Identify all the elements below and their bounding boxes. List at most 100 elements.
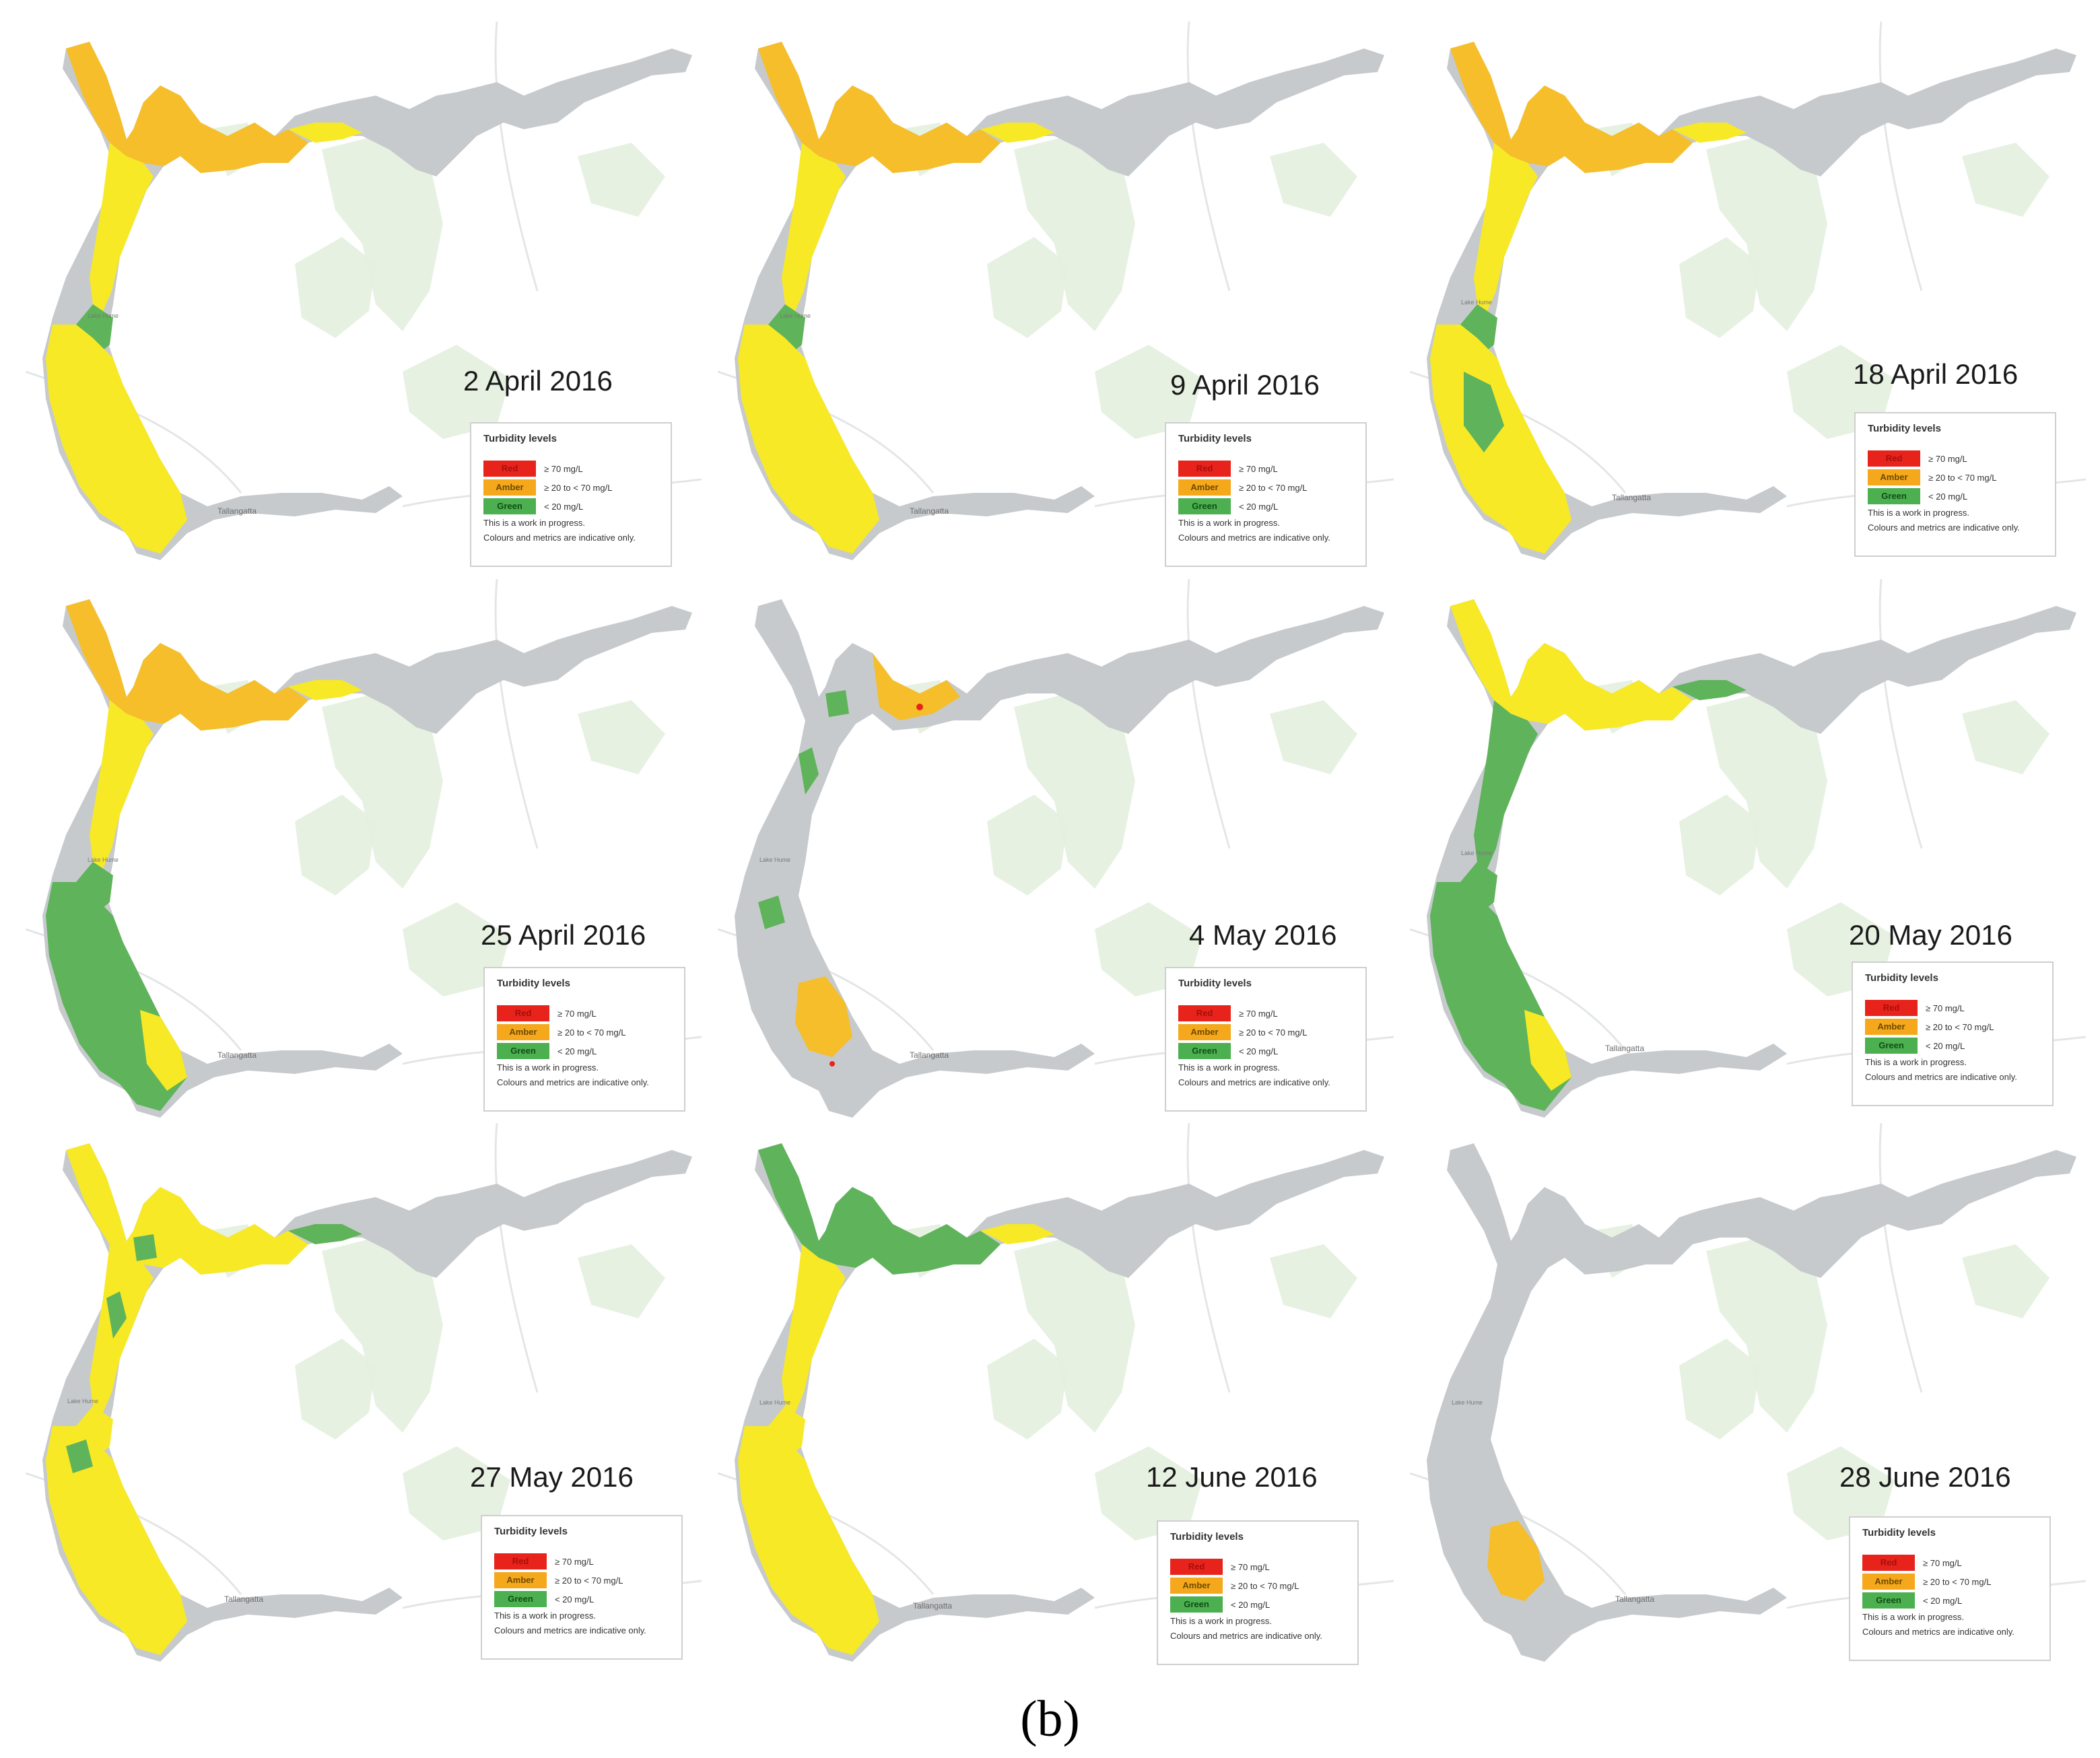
map-panel-8: 12 June 2016 Tallangatta Lake Hume Turbi… [718,1123,1394,1675]
legend-amber-range: ≥ 20 to < 70 mg/L [1239,482,1308,493]
legend-red-range: ≥ 70 mg/L [1928,453,1967,464]
legend-note-1: This is a work in progress. [1178,1062,1280,1073]
forest-area [1095,1446,1203,1541]
map-panel-5: 4 May 2016 Tallangatta Lake Hume Turbidi… [718,579,1394,1131]
forest-area [578,1244,665,1318]
forest-area [1014,136,1135,331]
legend-red-swatch: Red [1862,1555,1915,1571]
legend-red-swatch: Red [1865,1000,1918,1016]
forest-area [1095,345,1203,439]
turbidity-upper-river [1672,680,1747,700]
legend-green-swatch: Green [1865,1038,1918,1054]
map-panel-3: 18 April 2016 Tallangatta Lake Hume Turb… [1410,22,2086,574]
panel-date-3: 18 April 2016 [1853,358,2019,390]
reservoir-water [735,599,1384,1118]
forest-area [987,795,1068,895]
town-label-6: Tallangatta [1605,1044,1645,1053]
forest-area [987,1339,1068,1440]
panel-date-6: 20 May 2016 [1849,919,2012,951]
legend-note-1: This is a work in progress. [494,1611,596,1621]
panel-date-8: 12 June 2016 [1146,1461,1318,1493]
turbidity-green-patch [825,690,849,717]
map-panel-9: 28 June 2016 Tallangatta Lake Hume Turbi… [1410,1123,2086,1675]
turbidity-green-patch [799,747,819,795]
turbidity-upper-river [288,123,362,143]
legend-green-range: < 20 mg/L [557,1046,597,1056]
legend-amber-swatch: Amber [494,1572,547,1588]
legend-note-2: Colours and metrics are indicative only. [483,533,636,543]
legend-green-range: < 20 mg/L [555,1594,595,1604]
legend-note-1: This is a work in progress. [497,1062,599,1073]
forest-area [1014,694,1135,889]
forest-area [1679,1339,1760,1440]
legend-amber-range: ≥ 20 to < 70 mg/L [544,482,613,493]
legend-red-swatch: Red [497,1005,549,1021]
map-6 [1410,579,2086,1118]
legend-green-swatch: Green [1868,488,1920,504]
legend-note-2: Colours and metrics are indicative only. [1170,1631,1322,1641]
legend-9: Turbidity levels Red ≥ 70 mg/L Amber ≥ 20 … [1849,1516,2051,1661]
lake-label-5: Lake Hume [759,856,791,863]
legend-red-range: ≥ 70 mg/L [1231,1561,1270,1572]
legend-3: Turbidity levels Red ≥ 70 mg/L Amber ≥ 20 … [1854,412,2056,557]
legend-red-swatch: Red [1868,450,1920,467]
legend-note-2: Colours and metrics are indicative only. [1862,1627,2014,1637]
lake-label-9: Lake Hume [1452,1399,1483,1406]
turbidity-west-arm [90,143,154,311]
legend-green-swatch: Green [497,1043,549,1059]
legend-red-swatch: Red [1178,1005,1231,1021]
town-label-7: Tallangatta [224,1594,264,1604]
town-label-2: Tallangatta [910,506,949,516]
panel-date-1: 2 April 2016 [463,365,613,397]
map-3 [1410,22,2086,560]
turbidity-south-blob [795,976,852,1057]
legend-amber-swatch: Amber [1178,1024,1231,1040]
legend-red-range: ≥ 70 mg/L [544,463,583,474]
forest-area [1679,795,1760,895]
forest-area [1962,1244,2050,1318]
legend-green-range: < 20 mg/L [1239,1046,1279,1056]
turbidity-north [758,42,1001,173]
legend-1: Turbidity levels Red ≥ 70 mg/L Amber ≥ 20 … [470,422,672,567]
forest-area [1270,700,1357,774]
forest-area [1270,1244,1357,1318]
forest-area [322,694,443,889]
legend-green-swatch: Green [494,1591,547,1607]
legend-red-swatch: Red [494,1553,547,1569]
town-label-4: Tallangatta [217,1050,257,1060]
turbidity-south [1430,325,1571,553]
forest-area [1270,143,1357,217]
turbidity-west-arm [1474,700,1538,869]
figure-caption: (b) [1020,1691,1080,1747]
lake-label-7: Lake Hume [67,1398,99,1405]
turbidity-upper-river [980,1224,1054,1244]
legend-note-1: This is a work in progress. [1170,1616,1272,1626]
lake-label-4: Lake Hume [88,856,119,863]
legend-note-2: Colours and metrics are indicative only. [1868,522,2020,533]
legend-note-1: This is a work in progress. [1178,518,1280,528]
legend-amber-swatch: Amber [1178,479,1231,496]
forest-area [1706,1238,1827,1433]
lake-label-2: Lake Hume [780,312,811,319]
legend-8: Turbidity levels Red ≥ 70 mg/L Amber ≥ 20 … [1157,1520,1359,1665]
legend-note-1: This is a work in progress. [1862,1612,1964,1622]
legend-note-1: This is a work in progress. [1868,508,1969,518]
legend-amber-swatch: Amber [1865,1019,1918,1035]
legend-green-range: < 20 mg/L [1239,501,1279,512]
legend-title: Turbidity levels [1178,433,1252,444]
legend-green-range: < 20 mg/L [1923,1595,1963,1606]
map-panel-1: 2 April 2016 Tallangatta Lake Hume Turbi… [26,22,702,574]
legend-amber-range: ≥ 20 to < 70 mg/L [1239,1027,1308,1038]
town-label-3: Tallangatta [1612,493,1652,502]
turbidity-green-patch [1464,372,1504,452]
turbidity-south [46,325,187,553]
panel-date-5: 4 May 2016 [1189,919,1337,951]
legend-red-range: ≥ 70 mg/L [1923,1557,1962,1568]
turbidity-south-tail [1524,1010,1571,1091]
turbidity-upper-river [288,1224,362,1244]
forest-area [295,795,376,895]
legend-title: Turbidity levels [1865,972,1938,984]
turbidity-south [738,325,879,553]
legend-red-range: ≥ 70 mg/L [555,1556,594,1567]
forest-area [1962,700,2050,774]
